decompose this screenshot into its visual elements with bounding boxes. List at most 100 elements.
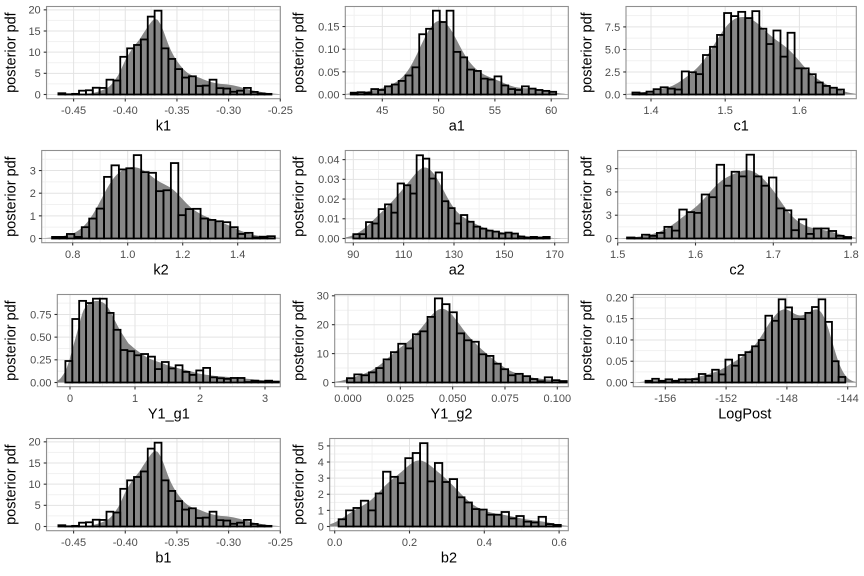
svg-text:0.100: 0.100 bbox=[544, 393, 572, 405]
svg-text:0.05: 0.05 bbox=[606, 356, 627, 368]
svg-text:0: 0 bbox=[67, 393, 73, 405]
svg-text:10: 10 bbox=[28, 479, 40, 491]
svg-text:posterior pdf: posterior pdf bbox=[292, 155, 308, 237]
svg-text:1.6: 1.6 bbox=[792, 105, 807, 117]
svg-text:k2: k2 bbox=[153, 263, 168, 279]
svg-text:3: 3 bbox=[606, 210, 612, 222]
svg-text:1: 1 bbox=[30, 211, 36, 223]
svg-text:0.10: 0.10 bbox=[606, 335, 627, 347]
svg-text:9: 9 bbox=[606, 164, 612, 176]
svg-text:1.2: 1.2 bbox=[175, 249, 190, 261]
svg-text:a2: a2 bbox=[449, 263, 465, 279]
svg-text:0.25: 0.25 bbox=[30, 355, 51, 367]
svg-text:20: 20 bbox=[317, 320, 329, 332]
svg-text:10: 10 bbox=[317, 349, 329, 361]
svg-text:0: 0 bbox=[35, 89, 41, 101]
svg-text:0.00: 0.00 bbox=[318, 233, 339, 245]
svg-text:10: 10 bbox=[28, 47, 40, 59]
svg-text:0: 0 bbox=[318, 521, 324, 533]
svg-text:-0.45: -0.45 bbox=[61, 537, 86, 549]
svg-text:0.00: 0.00 bbox=[30, 377, 51, 389]
svg-text:0.050: 0.050 bbox=[439, 393, 467, 405]
svg-text:b2: b2 bbox=[441, 551, 457, 567]
svg-text:2.5: 2.5 bbox=[605, 67, 620, 79]
svg-text:150: 150 bbox=[495, 249, 513, 261]
svg-text:-144: -144 bbox=[837, 393, 859, 405]
svg-text:4: 4 bbox=[318, 457, 324, 469]
svg-text:170: 170 bbox=[546, 249, 564, 261]
svg-text:0.20: 0.20 bbox=[606, 292, 627, 304]
svg-text:1.8: 1.8 bbox=[843, 249, 858, 261]
svg-text:0: 0 bbox=[323, 377, 329, 389]
svg-text:0.15: 0.15 bbox=[606, 314, 627, 326]
svg-text:0.000: 0.000 bbox=[334, 393, 362, 405]
svg-text:3: 3 bbox=[262, 393, 268, 405]
svg-text:posterior pdf: posterior pdf bbox=[580, 155, 596, 237]
svg-text:posterior pdf: posterior pdf bbox=[292, 443, 308, 525]
svg-text:15: 15 bbox=[28, 26, 40, 38]
svg-text:b1: b1 bbox=[155, 551, 171, 567]
svg-text:1: 1 bbox=[132, 393, 138, 405]
svg-text:60: 60 bbox=[545, 105, 557, 117]
svg-text:0.15: 0.15 bbox=[318, 21, 339, 33]
svg-text:Y1_g2: Y1_g2 bbox=[431, 407, 473, 423]
svg-text:1.7: 1.7 bbox=[766, 249, 781, 261]
svg-text:0.0: 0.0 bbox=[605, 89, 620, 101]
svg-text:90: 90 bbox=[347, 249, 359, 261]
svg-text:1.5: 1.5 bbox=[718, 105, 733, 117]
svg-text:5: 5 bbox=[35, 68, 41, 80]
svg-text:0.00: 0.00 bbox=[606, 377, 627, 389]
svg-text:30: 30 bbox=[317, 291, 329, 303]
svg-text:1: 1 bbox=[318, 505, 324, 517]
svg-text:0.02: 0.02 bbox=[318, 194, 339, 206]
svg-text:posterior pdf: posterior pdf bbox=[4, 443, 20, 525]
svg-text:0.50: 0.50 bbox=[30, 332, 51, 344]
svg-text:0: 0 bbox=[606, 233, 612, 245]
svg-text:-0.25: -0.25 bbox=[268, 537, 293, 549]
svg-text:0.8: 0.8 bbox=[65, 249, 80, 261]
svg-text:-0.45: -0.45 bbox=[61, 105, 86, 117]
svg-text:0: 0 bbox=[30, 233, 36, 245]
svg-text:-0.35: -0.35 bbox=[164, 105, 189, 117]
svg-text:c2: c2 bbox=[729, 263, 744, 279]
svg-text:5.0: 5.0 bbox=[605, 44, 620, 56]
svg-text:130: 130 bbox=[445, 249, 463, 261]
svg-text:110: 110 bbox=[395, 249, 413, 261]
svg-text:0.75: 0.75 bbox=[30, 309, 51, 321]
svg-text:-148: -148 bbox=[776, 393, 798, 405]
svg-text:posterior pdf: posterior pdf bbox=[292, 299, 308, 381]
svg-text:1.4: 1.4 bbox=[230, 249, 245, 261]
svg-text:20: 20 bbox=[28, 5, 40, 17]
svg-text:-0.30: -0.30 bbox=[216, 105, 241, 117]
svg-text:0.01: 0.01 bbox=[318, 214, 339, 226]
svg-text:-0.40: -0.40 bbox=[113, 537, 138, 549]
svg-text:-0.25: -0.25 bbox=[268, 105, 293, 117]
svg-text:3: 3 bbox=[30, 165, 36, 177]
svg-text:0.2: 0.2 bbox=[402, 537, 417, 549]
svg-text:45: 45 bbox=[376, 105, 388, 117]
svg-text:1.4: 1.4 bbox=[643, 105, 658, 117]
svg-text:7.5: 7.5 bbox=[605, 22, 620, 34]
svg-text:1.6: 1.6 bbox=[688, 249, 703, 261]
svg-text:Y1_g1: Y1_g1 bbox=[148, 407, 190, 423]
svg-text:0.4: 0.4 bbox=[477, 537, 492, 549]
svg-text:5: 5 bbox=[35, 500, 41, 512]
svg-text:k1: k1 bbox=[156, 119, 171, 135]
svg-text:15: 15 bbox=[28, 458, 40, 470]
svg-text:posterior pdf: posterior pdf bbox=[292, 11, 308, 93]
svg-text:3: 3 bbox=[318, 473, 324, 485]
svg-text:0.025: 0.025 bbox=[387, 393, 415, 405]
svg-text:2: 2 bbox=[30, 188, 36, 200]
svg-text:LogPost: LogPost bbox=[718, 407, 771, 423]
svg-text:2: 2 bbox=[318, 489, 324, 501]
svg-text:1.0: 1.0 bbox=[120, 249, 135, 261]
svg-text:c1: c1 bbox=[734, 119, 749, 135]
svg-text:50: 50 bbox=[432, 105, 444, 117]
svg-text:0.0: 0.0 bbox=[327, 537, 342, 549]
svg-text:1.5: 1.5 bbox=[610, 249, 625, 261]
svg-text:0.00: 0.00 bbox=[318, 89, 339, 101]
svg-text:5: 5 bbox=[318, 441, 324, 453]
svg-text:0: 0 bbox=[35, 521, 41, 533]
svg-text:posterior pdf: posterior pdf bbox=[4, 11, 20, 93]
svg-text:posterior pdf: posterior pdf bbox=[580, 299, 596, 381]
